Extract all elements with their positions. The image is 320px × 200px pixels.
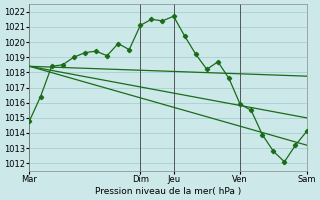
X-axis label: Pression niveau de la mer( hPa ): Pression niveau de la mer( hPa ) — [95, 187, 241, 196]
